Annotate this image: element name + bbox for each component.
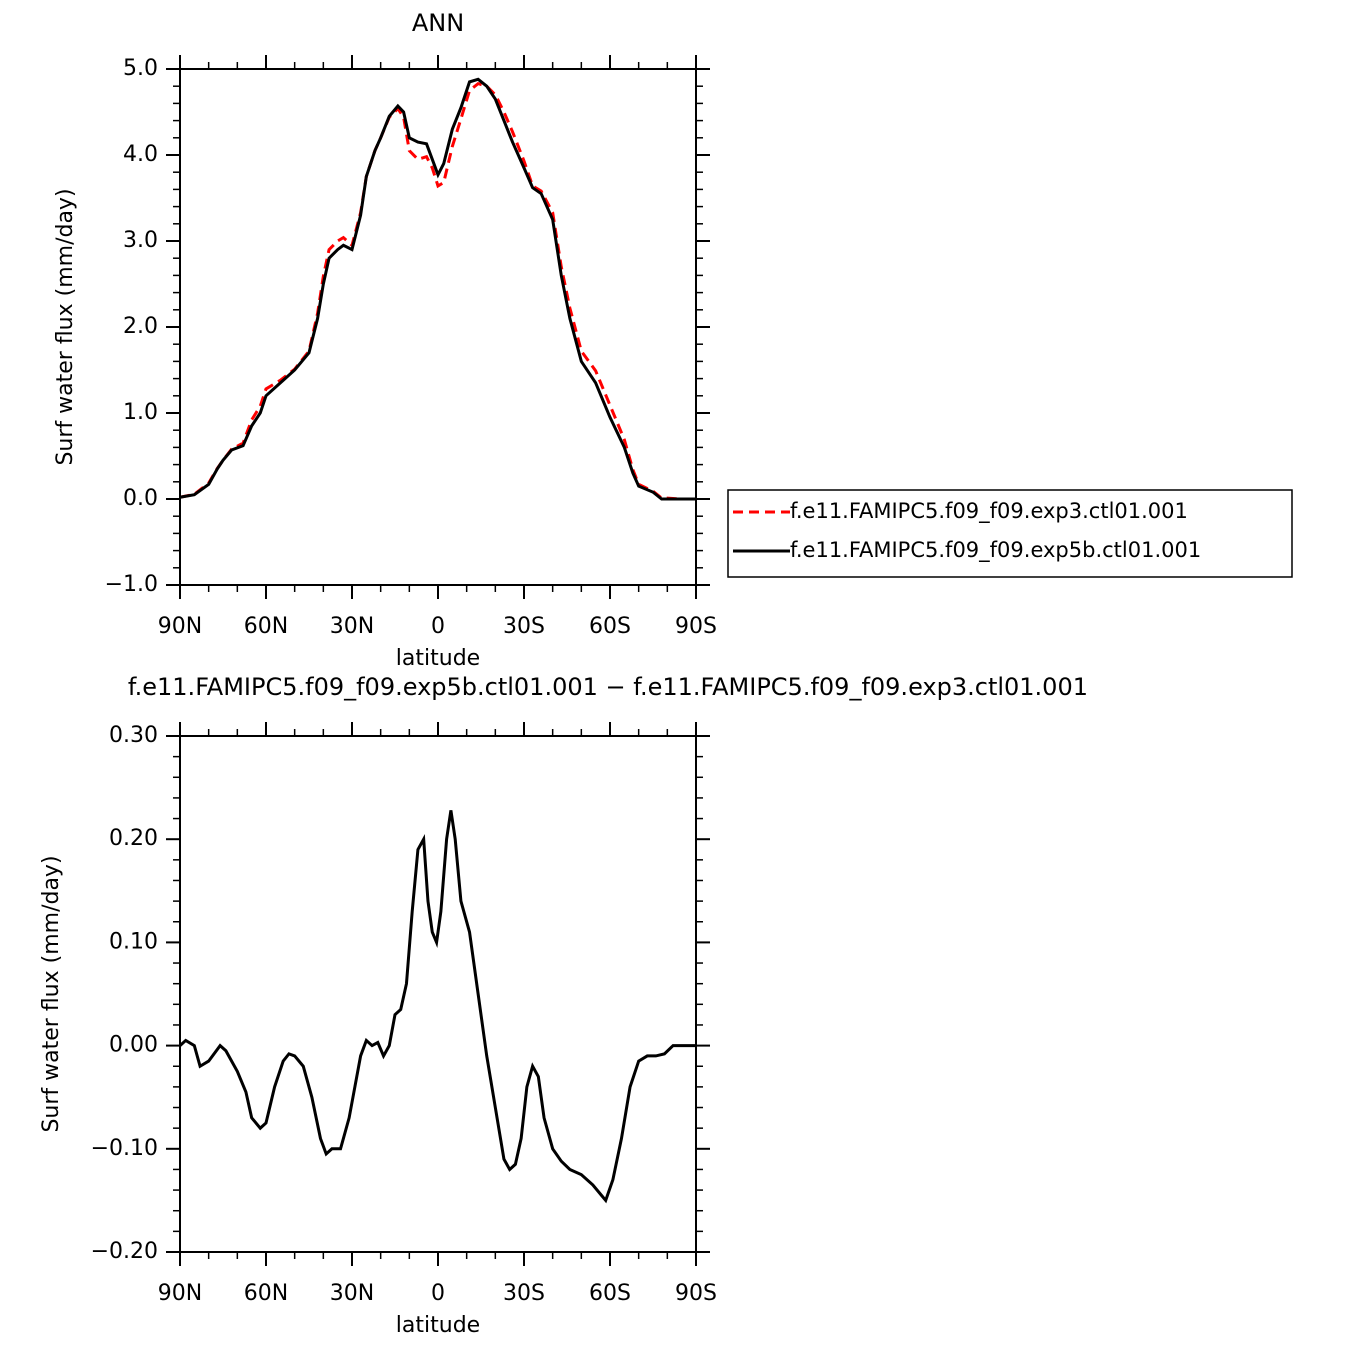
y-tick-label: −0.20 — [91, 1239, 158, 1264]
x-tick-label: 90S — [675, 614, 717, 639]
legend-box — [727, 489, 1293, 578]
y-tick-label: −1.0 — [105, 572, 158, 597]
x-tick-label: 60N — [244, 1281, 288, 1306]
x-tick-label: 30S — [503, 614, 545, 639]
legend-label: f.e11.FAMIPC5.f09_f09.exp5b.ctl01.001 — [790, 538, 1201, 563]
x-tick-label: 90N — [158, 614, 202, 639]
y-tick-label: 0.10 — [109, 929, 158, 954]
x-tick-label: 60S — [589, 614, 631, 639]
x-axis-label: latitude — [396, 1313, 480, 1338]
y-tick-label: 5.0 — [123, 56, 158, 81]
x-tick-label: 60S — [589, 1281, 631, 1306]
plot-frame — [179, 735, 697, 1253]
data-line — [179, 81, 696, 501]
data-line — [178, 810, 696, 1204]
y-tick-label: 4.0 — [123, 142, 158, 167]
data-line — [179, 77, 696, 501]
y-axis-label: Surf water flux (mm/day) — [53, 188, 78, 465]
x-tick-label: 60N — [244, 614, 288, 639]
y-tick-label: 1.0 — [123, 400, 158, 425]
y-tick-label: 0.30 — [109, 723, 158, 748]
chart-title: f.e11.FAMIPC5.f09_f09.exp5b.ctl01.001 − … — [128, 673, 1088, 701]
x-axis-label: latitude — [396, 646, 480, 671]
legend-label: f.e11.FAMIPC5.f09_f09.exp3.ctl01.001 — [790, 499, 1188, 524]
x-tick-label: 0 — [431, 1281, 445, 1306]
y-tick-label: −0.10 — [91, 1136, 158, 1161]
y-axis-label: Surf water flux (mm/day) — [39, 855, 64, 1132]
x-tick-label: 0 — [431, 614, 445, 639]
x-tick-label: 90S — [675, 1281, 717, 1306]
y-tick-label: 0.0 — [123, 486, 158, 511]
plot-frame — [179, 68, 697, 586]
y-tick-label: 3.0 — [123, 228, 158, 253]
y-tick-label: 0.00 — [109, 1033, 158, 1058]
chart-title: ANN — [412, 9, 464, 37]
x-tick-label: 30N — [330, 614, 374, 639]
y-tick-label: 0.20 — [109, 826, 158, 851]
x-tick-label: 30N — [330, 1281, 374, 1306]
x-tick-label: 30S — [503, 1281, 545, 1306]
legend: f.e11.FAMIPC5.f09_f09.exp3.ctl01.001 f.e1… — [727, 489, 1293, 578]
y-tick-label: 2.0 — [123, 314, 158, 339]
x-tick-label: 90N — [158, 1281, 202, 1306]
